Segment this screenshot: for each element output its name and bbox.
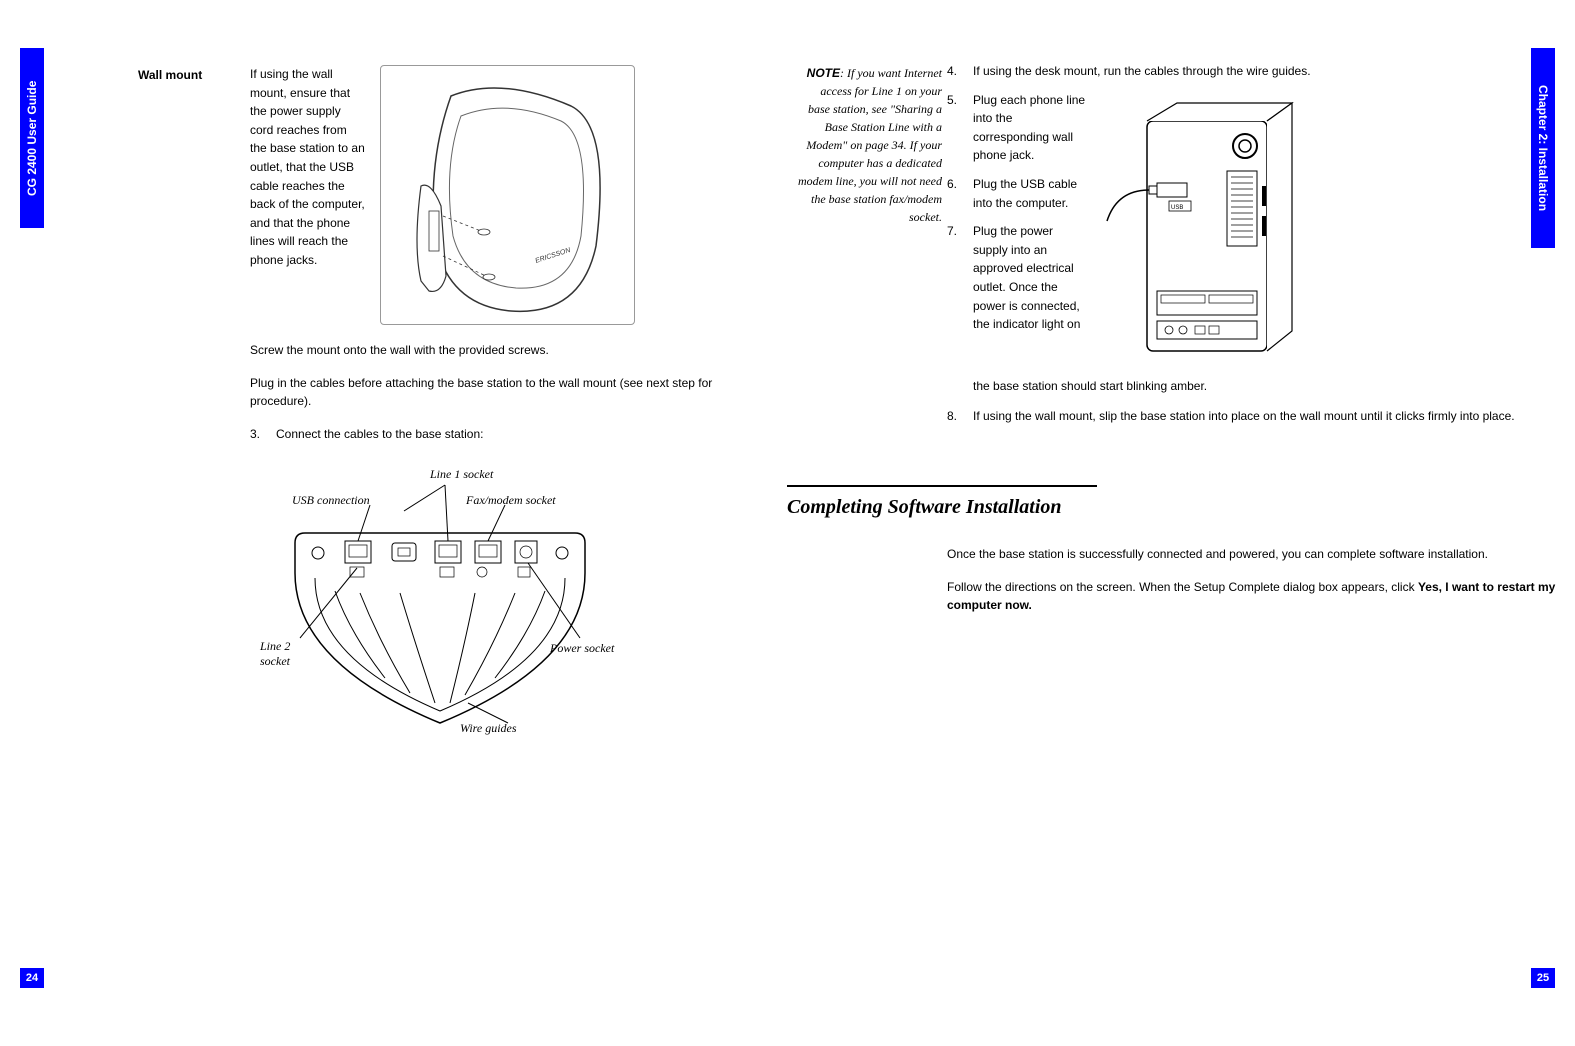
software-section-body: Once the base station is successfully co… — [947, 545, 1575, 629]
left-tab: CG 2400 User Guide — [20, 48, 44, 228]
step-4-text: If using the desk mount, run the cables … — [973, 64, 1311, 78]
label-line2: Line 2 socket — [260, 639, 310, 669]
screw-paragraph: Screw the mount onto the wall with the p… — [250, 341, 737, 360]
note-text: : If you want Internet access for Line 1… — [798, 66, 942, 224]
margin-label-wall-mount: Wall mount — [138, 68, 228, 82]
step-8: 8.If using the wall mount, slip the base… — [947, 407, 1575, 426]
sw-para-2: Follow the directions on the screen. Whe… — [947, 578, 1575, 615]
left-content: If using the wall mount, ensure that the… — [250, 65, 737, 743]
step-6-text: Plug the USB cable into the computer. — [973, 177, 1077, 210]
step-6: 6.Plug the USB cable into the computer. — [947, 175, 1087, 212]
step-7-text-a: Plug the power supply into an approved e… — [973, 224, 1080, 331]
label-power: Power socket — [550, 641, 614, 656]
page-right: Chapter 2: Installation 25 NOTE: If you … — [787, 0, 1575, 1046]
steps-list-left: 3.Connect the cables to the base station… — [250, 425, 737, 444]
sw-para-1: Once the base station is successfully co… — [947, 545, 1575, 564]
step-5-text: Plug each phone line into the correspond… — [973, 93, 1085, 163]
base-station-illustration: ERICSSON — [380, 65, 635, 325]
sw-para-2a: Follow the directions on the screen. Whe… — [947, 580, 1418, 594]
step-4: 4.If using the desk mount, run the cable… — [947, 62, 1575, 81]
step-3: 3.Connect the cables to the base station… — [250, 425, 737, 444]
section-heading-wrap: Completing Software Installation — [787, 485, 1097, 519]
note-label: NOTE — [807, 66, 840, 80]
label-wire: Wire guides — [460, 721, 517, 736]
margin-note: NOTE: If you want Internet access for Li… — [797, 64, 942, 226]
label-fax: Fax/modem socket — [466, 493, 556, 508]
step-5: 5.Plug each phone line into the correspo… — [947, 91, 1087, 165]
computer-illustration: USB — [1097, 91, 1297, 381]
step-8-text: If using the wall mount, slip the base s… — [973, 409, 1515, 423]
sockets-diagram: Line 1 socket USB connection Fax/modem s… — [250, 463, 630, 743]
wall-mount-paragraph: If using the wall mount, ensure that the… — [250, 65, 365, 325]
right-steps: 4.If using the desk mount, run the cable… — [947, 62, 1575, 436]
svg-text:USB: USB — [1171, 205, 1183, 211]
step-3-text: Connect the cables to the base station: — [276, 427, 483, 441]
label-line1: Line 1 socket — [430, 467, 493, 482]
label-usb: USB connection — [292, 493, 370, 508]
page-number-right: 25 — [1531, 968, 1555, 988]
step-7a: 7.Plug the power supply into an approved… — [947, 222, 1087, 334]
section-heading: Completing Software Installation — [787, 485, 1097, 519]
plug-paragraph: Plug in the cables before attaching the … — [250, 374, 737, 411]
page-number-left: 24 — [20, 968, 44, 988]
page-left: CG 2400 User Guide 24 Wall mount If usin… — [0, 0, 787, 1046]
